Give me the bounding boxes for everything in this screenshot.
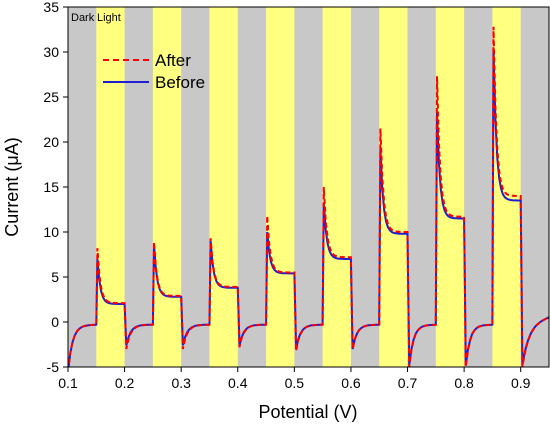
series-line-after bbox=[68, 26, 549, 367]
y-tick-label: -5 bbox=[47, 359, 60, 375]
x-tick-label: 0.8 bbox=[454, 375, 474, 391]
y-tick-label: 35 bbox=[43, 0, 59, 15]
legend: After Before bbox=[103, 51, 205, 92]
y-axis-title: Current (μA) bbox=[2, 137, 22, 236]
light-band-6 bbox=[379, 7, 408, 367]
y-tick-label: 15 bbox=[43, 179, 59, 195]
y-tick-label: 20 bbox=[43, 134, 59, 150]
legend-label-after: After bbox=[155, 51, 191, 70]
x-tick-label: 0.3 bbox=[171, 375, 191, 391]
light-band-3 bbox=[209, 7, 238, 367]
light-band-8 bbox=[492, 7, 521, 367]
curve-layer bbox=[68, 26, 549, 367]
dark-background bbox=[68, 7, 549, 367]
x-tick-label: 0.5 bbox=[285, 375, 305, 391]
x-tick-label: 0.2 bbox=[115, 375, 135, 391]
x-tick-label: 0.6 bbox=[341, 375, 361, 391]
x-tick-label: 0.7 bbox=[398, 375, 418, 391]
y-tick-label: 25 bbox=[43, 89, 59, 105]
band-label-dark: Dark bbox=[71, 12, 95, 24]
y-tick-label: 10 bbox=[43, 224, 59, 240]
light-band-4 bbox=[266, 7, 295, 367]
light-band-5 bbox=[322, 7, 351, 367]
axes-layer: 0.1 0.2 0.3 0.4 0.5 0.6 0.7 0.8 0.9 -5 0 5 10 15 20 25 3… bbox=[43, 0, 530, 391]
x-tick-label: 0.9 bbox=[511, 375, 531, 391]
x-tick-label: 0.4 bbox=[228, 375, 248, 391]
light-band-2 bbox=[152, 7, 182, 367]
band-label-light: Light bbox=[97, 12, 121, 24]
y-tick-label: 0 bbox=[51, 314, 59, 330]
light-band-1 bbox=[96, 7, 125, 367]
y-tick-label: 5 bbox=[51, 269, 59, 285]
band-layer bbox=[68, 7, 549, 367]
y-tick-label: 30 bbox=[43, 44, 59, 60]
x-axis-title: Potential (V) bbox=[258, 402, 357, 422]
legend-label-before: Before bbox=[155, 73, 205, 92]
x-tick-label: 0.1 bbox=[58, 375, 78, 391]
